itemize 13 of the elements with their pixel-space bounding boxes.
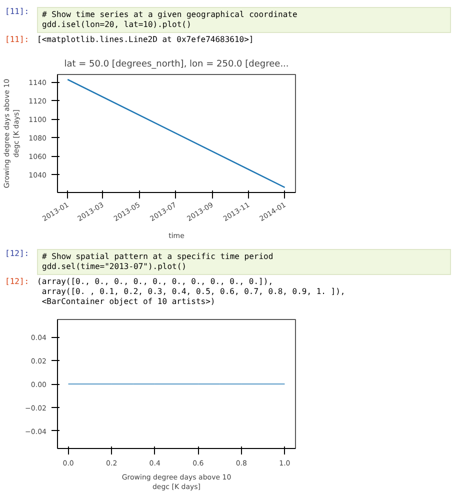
text: (array([0., 0., 0., 0., 0., 0., 0., 0., 0., 0.]), [37,277,274,286]
text: [12]: [5,277,30,288]
text: <BarContainer object of 10 artists>) [42,297,216,306]
text: # Show spatial pattern at a specific time period [42,252,274,262]
text: gdd.sel(time="2013-07").plot() [42,262,186,272]
text: [<matplotlib.lines.Line2D at 0x7efe74683610>] [37,35,254,45]
text: gdd.isel(lon=20, lat=10).plot() [42,20,192,29]
text: [11]: [5,7,30,18]
chart-title: lat = 50.0 [degrees_north], lon = 250.0 [degree... [64,60,289,70]
text: [11]: [5,35,30,45]
text: array([0. , 0.1, 0.2, 0.3, 0.4, 0.5, 0.6, 0.7, 0.8, 0.9, 1. ]), [42,287,346,296]
text: [12]: [5,249,30,260]
text: # Show time series at a given geographical coordinate [42,10,298,19]
